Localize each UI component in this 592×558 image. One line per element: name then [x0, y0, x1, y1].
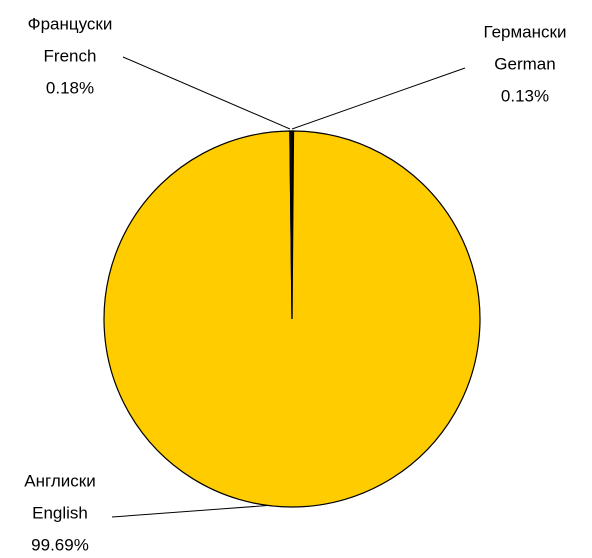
slice-label: French: [44, 46, 97, 65]
value-label: 99.69%: [31, 535, 89, 553]
slice-label: German: [494, 54, 555, 73]
slice-label-local: Англиски: [24, 471, 95, 490]
slice-label-local: Француски: [28, 14, 113, 33]
value-label: 0.13%: [501, 86, 549, 105]
leader-line: [291, 67, 466, 130]
value-label: 0.18%: [46, 78, 94, 97]
slice-label: English: [32, 503, 88, 522]
slice-label-local: Германски: [484, 22, 567, 41]
pie-slice: [289, 130, 293, 320]
leader-line: [111, 503, 289, 518]
leader-line: [122, 56, 291, 130]
